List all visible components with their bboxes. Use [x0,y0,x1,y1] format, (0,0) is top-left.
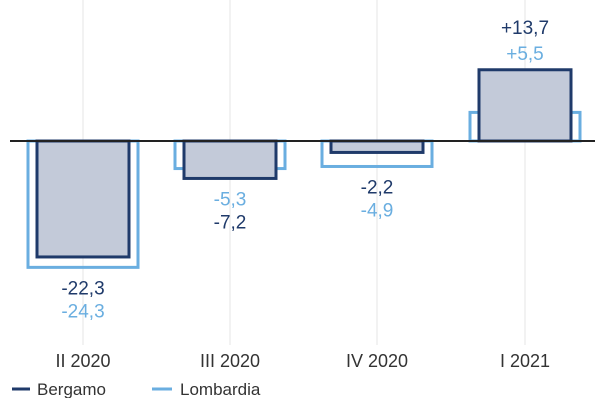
bergamo-bars [35,68,573,259]
data-label-lombardia-ii-2020: -24,3 [61,301,104,322]
bar-bergamo-iii-2020 [182,139,278,180]
data-label-bergamo-i-2021: +13,7 [501,18,549,39]
tick-label-ii-2020: II 2020 [55,351,110,371]
tick-label-iv-2020: IV 2020 [346,351,408,371]
tick-label-i-2021: I 2021 [500,351,550,371]
legend-label-bergamo: Bergamo [37,380,106,398]
category-tick-labels: II 2020 III 2020 IV 2020 I 2021 [55,351,550,371]
legend: Bergamo Lombardia [12,380,261,398]
data-label-bergamo-ii-2020: -22,3 [61,278,104,299]
gridlines [82,0,526,345]
bar-bergamo-ii-2020 [35,139,131,259]
data-label-lombardia-iii-2020: -5,3 [214,189,247,210]
bar-bergamo-i-2021 [477,68,573,143]
data-label-lombardia-iv-2020: -4,9 [361,200,394,221]
legend-label-lombardia: Lombardia [180,380,261,398]
data-label-bergamo-iv-2020: -2,2 [361,177,394,198]
data-label-lombardia-i-2021: +5,5 [506,44,544,65]
tick-label-iii-2020: III 2020 [200,351,260,371]
bar-bergamo-iv-2020 [329,139,425,154]
data-labels: -22,3-24,3 -5,3-7,2 -2,2-4,9 +13,7 +5,5 [61,18,549,323]
data-label-bergamo-iii-2020: -7,2 [214,212,247,233]
